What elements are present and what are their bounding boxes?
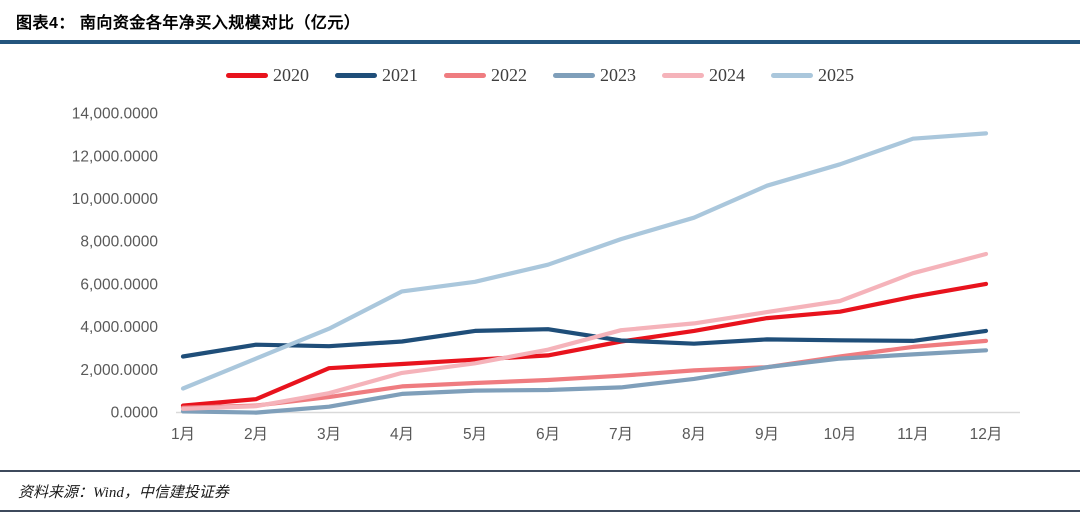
figure-title: 图表4： 南向资金各年净买入规模对比（亿元）	[16, 15, 361, 32]
x-axis-tick-label: 10月	[824, 426, 857, 443]
y-axis-tick-label: 6,000.0000	[80, 276, 158, 293]
legend-item-2021: 2021	[335, 65, 418, 86]
bottom-divider	[0, 510, 1080, 512]
legend-marker-icon	[444, 73, 486, 78]
line-chart: 0.0000 2,000.0000 4,000.0000 6,000.0000 8,00…	[72, 106, 1020, 443]
x-axis-tick-label: 4月	[390, 426, 414, 443]
legend-label: 2020	[273, 65, 309, 85]
series-line-2021	[180, 327, 989, 359]
series-line-2023	[180, 348, 989, 415]
x-axis-tick-label: 2月	[244, 426, 268, 443]
legend-marker-icon	[662, 73, 704, 78]
chart-legend: 2020 2021 2022 2023 2024 2025	[0, 65, 1080, 86]
y-axis-tick-label: 10,000.0000	[72, 191, 159, 208]
chart-area: 0.0000 2,000.0000 4,000.0000 6,000.0000 8,00…	[0, 82, 1080, 462]
x-axis-tick-label: 1月	[171, 426, 195, 443]
y-axis-tick-label: 2,000.0000	[80, 362, 158, 379]
legend-item-2022: 2022	[444, 65, 527, 86]
legend-marker-icon	[226, 73, 268, 78]
series-line-2024	[180, 251, 989, 411]
x-axis-tick-label: 9月	[755, 426, 779, 443]
series-line-2022	[180, 338, 989, 410]
legend-label: 2025	[818, 65, 854, 85]
x-axis-tick-label: 6月	[536, 426, 560, 443]
legend-label: 2023	[600, 65, 636, 85]
legend-label: 2021	[382, 65, 418, 85]
y-axis-tick-label: 0.0000	[111, 405, 159, 422]
x-axis-tick-label: 8月	[682, 426, 706, 443]
legend-item-2020: 2020	[226, 65, 309, 86]
series-line-2020	[180, 281, 989, 408]
y-axis-tick-label: 4,000.0000	[80, 319, 158, 336]
y-axis-tick-label: 8,000.0000	[80, 234, 158, 251]
legend-label: 2022	[491, 65, 527, 85]
source-divider	[0, 470, 1080, 472]
x-axis-tick-label: 12月	[970, 426, 1003, 443]
x-axis-tick-label: 11月	[897, 426, 929, 443]
legend-item-2024: 2024	[662, 65, 745, 86]
y-axis-tick-label: 14,000.0000	[72, 106, 159, 123]
legend-marker-icon	[553, 73, 595, 78]
x-axis-tick-label: 7月	[609, 426, 633, 443]
legend-label: 2024	[709, 65, 745, 85]
legend-marker-icon	[335, 73, 377, 78]
x-axis-tick-label: 3月	[317, 426, 341, 443]
legend-item-2025: 2025	[771, 65, 854, 86]
x-axis-tick-label: 5月	[463, 426, 487, 443]
legend-marker-icon	[771, 73, 813, 78]
y-axis-tick-label: 12,000.0000	[72, 148, 159, 165]
legend-item-2023: 2023	[553, 65, 636, 86]
series-line-2025	[180, 131, 989, 391]
title-divider	[0, 40, 1080, 44]
source-note: 资料来源：Wind，中信建投证券	[18, 485, 229, 501]
